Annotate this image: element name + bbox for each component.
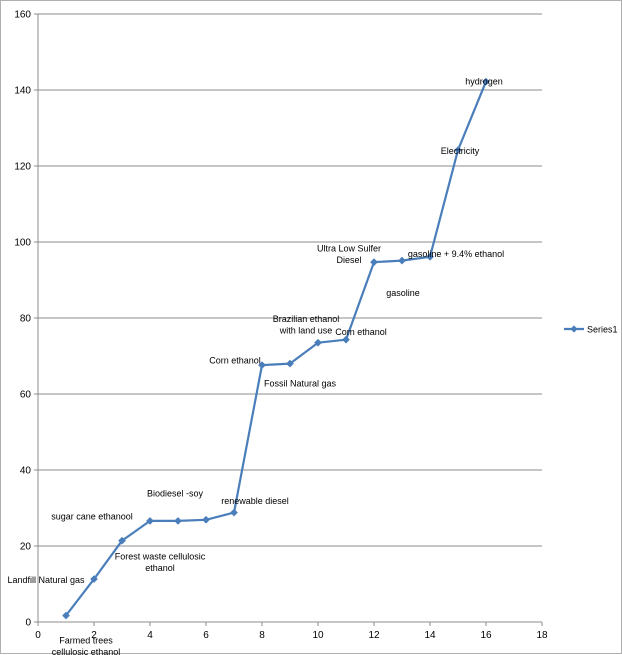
data-point — [342, 335, 350, 344]
data-point — [314, 338, 322, 347]
data-point — [370, 258, 378, 267]
y-tick-label: 0 — [25, 618, 31, 629]
x-tick-label: 4 — [147, 630, 153, 641]
y-tick-label: 60 — [20, 390, 32, 401]
x-tick-label: 8 — [259, 630, 265, 641]
data-annotation: gasoline — [386, 288, 420, 298]
data-point — [202, 515, 210, 524]
data-annotation: Diesel — [336, 255, 361, 265]
data-point — [230, 508, 238, 517]
series-line — [65, 81, 488, 617]
y-tick-label: 100 — [14, 238, 31, 249]
data-annotation: Forest waste cellulosic — [115, 551, 206, 561]
legend-swatch-marker — [570, 325, 578, 333]
x-tick-label: 14 — [424, 630, 436, 641]
data-annotation: with land use — [279, 325, 333, 335]
data-point — [426, 252, 434, 261]
x-tick-label: 6 — [203, 630, 209, 641]
x-tick-label: 2 — [91, 630, 97, 641]
data-annotation: Farmed trees — [59, 636, 113, 646]
y-tick-label: 80 — [20, 314, 32, 325]
data-point — [258, 361, 266, 370]
data-annotation: Biodiesel -soy — [147, 489, 204, 499]
data-point — [398, 256, 406, 265]
y-tick-label: 20 — [20, 542, 32, 553]
x-tick-label: 18 — [536, 630, 548, 641]
data-annotation: sugar cane ethanool — [51, 511, 133, 521]
x-tick-label: 10 — [312, 630, 324, 641]
x-tick-label: 12 — [368, 630, 380, 641]
x-tick-label: 16 — [480, 630, 492, 641]
data-annotation: Electricity — [441, 146, 480, 156]
legend-label: Series1 — [587, 325, 618, 335]
data-point — [286, 359, 294, 368]
data-point — [146, 516, 154, 525]
y-tick-label: 140 — [14, 86, 31, 97]
data-annotation: ethanol — [145, 563, 175, 573]
data-annotation: Landfill Natural gas — [7, 575, 85, 585]
data-annotation: Corn ethanol — [335, 327, 387, 337]
data-point — [62, 611, 70, 620]
data-annotation: Corn ethanol — [209, 356, 261, 366]
y-tick-label: 120 — [14, 162, 31, 173]
data-annotation: Fossil Natural gas — [264, 378, 337, 388]
data-annotation: renewable diesel — [221, 496, 289, 506]
x-tick-label: 0 — [35, 630, 41, 641]
data-annotation: cellulosic ethanol — [52, 647, 121, 655]
data-point — [90, 575, 98, 584]
data-point — [174, 516, 182, 525]
y-tick-label: 160 — [14, 10, 31, 21]
data-annotation: gasoline + 9.4% ethanol — [408, 249, 504, 259]
data-point — [118, 536, 126, 545]
data-point — [454, 146, 462, 154]
data-annotation: Brazilian ethanol — [273, 314, 340, 324]
y-tick-label: 40 — [20, 466, 32, 477]
data-point — [482, 77, 490, 86]
data-annotation: hydrogen — [465, 76, 503, 86]
data-annotation: Ultra Low Sulfer — [317, 243, 381, 253]
